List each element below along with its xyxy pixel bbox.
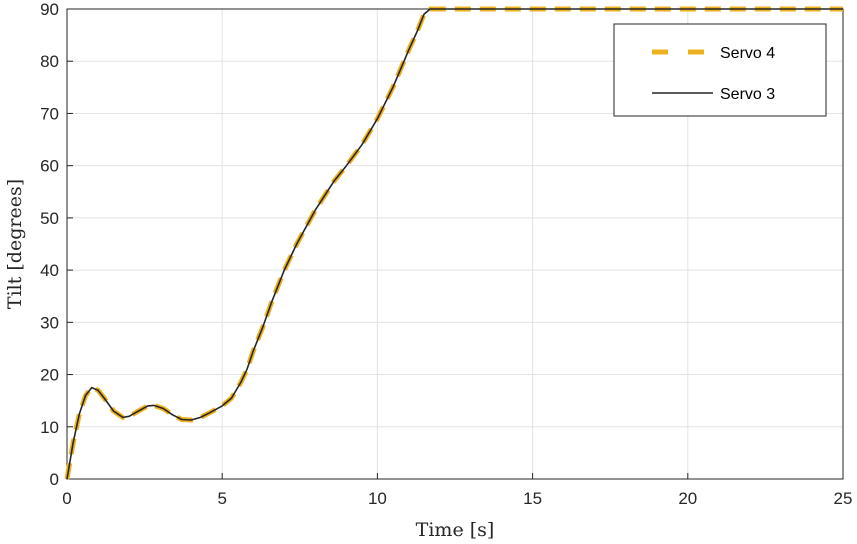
y-tick-label: 70 [40,104,59,123]
y-tick-label: 0 [50,470,59,489]
y-axis-tick-labels: 0 10 20 30 40 50 60 70 80 90 [40,0,59,489]
y-tick-label: 60 [40,157,59,176]
legend-box [613,23,827,117]
x-tick-label: 0 [62,489,71,508]
y-tick-label: 20 [40,366,59,385]
series-line-servo-3 [66,8,843,480]
x-tick-label: 25 [834,489,853,508]
x-axis-label: Time [s] [416,519,495,541]
x-tick-label: 15 [523,489,542,508]
series-lines [64,6,843,480]
x-tick-label: 10 [368,489,387,508]
x-tick-label: 20 [678,489,697,508]
x-tick-label: 5 [217,489,226,508]
y-tick-label: 10 [40,418,59,437]
x-axis-tick-labels: 0 5 10 15 20 25 [62,489,852,508]
y-tick-label: 80 [40,52,59,71]
legend: Servo 4 Servo 3 [613,23,827,117]
y-tick-label: 90 [40,0,59,19]
y-tick-label: 50 [40,209,59,228]
legend-label-servo-3: Servo 3 [720,86,775,103]
y-axis-label: Tilt [degrees] [4,179,26,309]
legend-label-servo-4: Servo 4 [720,45,775,62]
y-tick-label: 40 [40,261,59,280]
y-tick-label: 30 [40,313,59,332]
